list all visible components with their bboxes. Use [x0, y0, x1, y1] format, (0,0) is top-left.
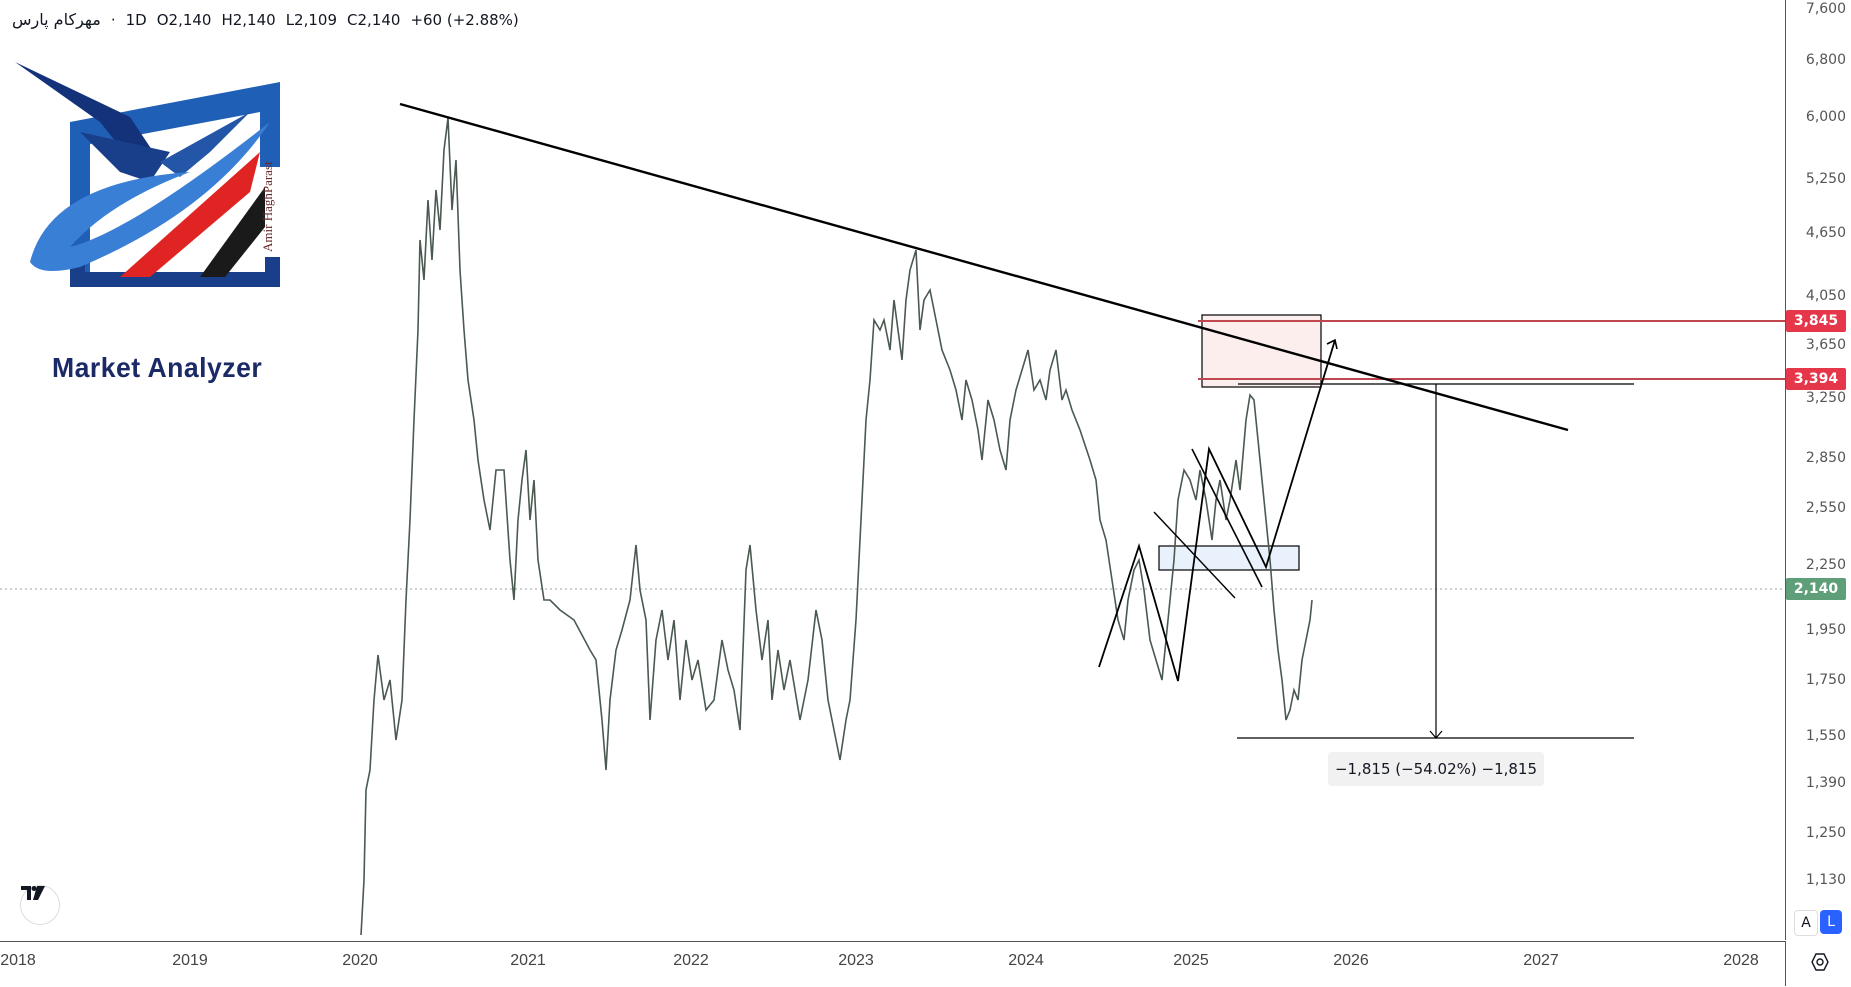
market-analyzer-logo: Amir HaghParast Market Analyzer: [10, 52, 300, 392]
price-tick: 3,650: [1805, 337, 1846, 353]
price-tick: 1,390: [1805, 775, 1846, 791]
price-tick: 7,600: [1805, 1, 1846, 17]
time-tick: 2022: [673, 952, 709, 969]
zigzag-pattern: [1098, 339, 1336, 682]
low-value: L2,109: [285, 11, 338, 29]
price-tick: 6,800: [1805, 52, 1846, 68]
brand-name: Market Analyzer: [52, 352, 263, 383]
channel-line-upper: [1191, 448, 1263, 588]
price-tick: 4,650: [1805, 225, 1846, 241]
high-value: H2,140: [221, 11, 276, 29]
price-tick: 1,130: [1805, 872, 1846, 888]
chart-canvas[interactable]: [0, 0, 1785, 941]
change-value: +60 (+2.88%): [410, 11, 519, 29]
price-tick: 5,250: [1805, 171, 1846, 187]
eagle-logo-icon: Amir HaghParast: [15, 62, 280, 287]
time-tick: 2028: [1723, 952, 1759, 969]
time-tick: 2024: [1008, 952, 1044, 969]
price-tick: 1,750: [1805, 672, 1846, 688]
time-tick: 2026: [1333, 952, 1369, 969]
resistance-badge-3845: 3,845: [1786, 310, 1846, 332]
price-tick: 6,000: [1805, 109, 1846, 125]
price-tick: 1,950: [1805, 622, 1846, 638]
price-tick: 4,050: [1805, 288, 1846, 304]
channel-line-lower: [1153, 511, 1236, 599]
price-tick: 1,250: [1805, 825, 1846, 841]
tradingview-logo-icon[interactable]: [20, 885, 60, 925]
price-tick: 1,550: [1805, 728, 1846, 744]
auto-scale-button[interactable]: A: [1794, 910, 1818, 936]
time-tick: 2023: [838, 952, 874, 969]
price-axis[interactable]: 7,600 6,800 6,000 5,250 4,650 4,050 3,65…: [1785, 0, 1851, 940]
time-tick: 2019: [172, 952, 208, 969]
time-tick: 2027: [1523, 952, 1559, 969]
time-tick: 2018: [0, 952, 36, 969]
axis-corner-divider: [1785, 941, 1786, 986]
log-scale-button[interactable]: L: [1820, 910, 1842, 934]
time-tick: 2025: [1173, 952, 1209, 969]
symbol-name[interactable]: مهرکام پارس: [12, 10, 101, 29]
close-value: C2,140: [347, 11, 401, 29]
time-axis[interactable]: 2018 2019 2020 2021 2022 2023 2024 2025 …: [0, 941, 1785, 987]
resistance-badge-3394: 3,394: [1786, 368, 1846, 390]
price-tick: 2,850: [1805, 450, 1846, 466]
time-tick: 2021: [510, 952, 546, 969]
chart-legend: مهرکام پارس · 1D O2,140 H2,140 L2,109 C2…: [12, 10, 519, 29]
price-series: [360, 117, 1313, 936]
measure-label: −1,815 (−54.02%) −1,815: [1328, 752, 1544, 786]
time-tick: 2020: [342, 952, 378, 969]
open-value: O2,140: [156, 11, 212, 29]
price-tick: 3,250: [1805, 390, 1846, 406]
supply-zone: [1201, 314, 1322, 388]
legend-separator: ·: [110, 11, 116, 29]
svg-text:Amir HaghParast: Amir HaghParast: [260, 161, 275, 252]
settings-gear-icon[interactable]: [1810, 952, 1830, 972]
demand-zone: [1158, 545, 1300, 571]
projection-arrowhead: [1326, 338, 1338, 350]
descending-trendline: [399, 102, 1569, 432]
price-tick: 2,250: [1805, 557, 1846, 573]
measure-arrowhead: [1429, 730, 1443, 739]
interval-label[interactable]: 1D: [125, 11, 147, 29]
price-tick: 2,550: [1805, 500, 1846, 516]
current-price-badge: 2,140: [1786, 578, 1846, 600]
